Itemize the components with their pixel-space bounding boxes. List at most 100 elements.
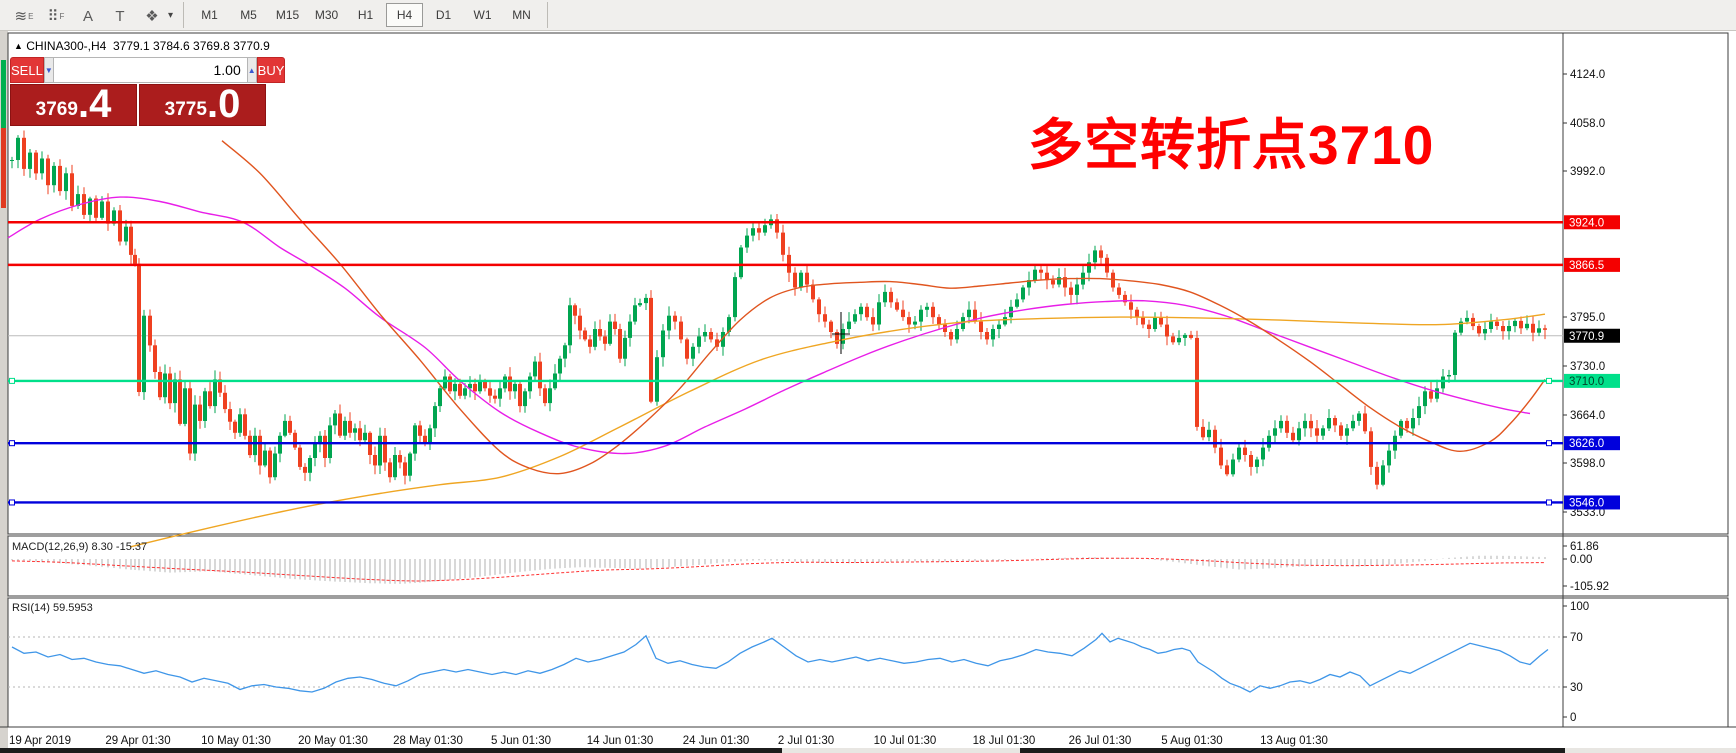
scrollbar-segment-right[interactable] [1020,748,1565,753]
macd-axis-label: -105.92 [1570,581,1609,593]
price-badge-3710.0 [1564,373,1620,388]
date-label: 2 Jul 01:30 [778,735,834,747]
macd-axis-label: 61.86 [1570,541,1599,553]
time-axis[interactable]: 19 Apr 2019 29 Apr 01:30 10 May 01:30 20 Ma… [0,726,1736,747]
trade-panel: SELL ▼ ▲ BUY 3769.4 3775.0 [10,57,286,126]
price-tick-label: 3730.0 [1570,361,1605,373]
price-badge-label: 3546.0 [1569,497,1604,509]
volume-decrease-button[interactable]: ▼ [43,57,54,83]
buy-price-main: 3775 [164,99,207,120]
price-badge-label: 3866.5 [1569,260,1604,272]
date-label: 13 Aug 01:30 [1260,735,1328,747]
rsi-axis-label: 70 [1570,632,1583,644]
sell-button[interactable]: SELL [10,57,44,83]
date-label: 28 May 01:30 [393,735,463,747]
left-edge-strip [0,30,8,748]
date-label: 10 May 01:30 [201,735,271,747]
macd-panel [7,535,1729,597]
hline-handle[interactable] [9,440,15,447]
timeframe-MN[interactable]: MN [512,8,531,22]
price-tick-label: 3795.0 [1570,312,1605,324]
timeframe-D1[interactable]: D1 [435,8,452,22]
price-badge-label: 3924.0 [1569,217,1604,229]
sell-price-main: 3769 [35,99,78,120]
price-panel [7,32,1729,535]
rsi-axis-label: 30 [1570,682,1583,694]
hline-handle[interactable] [9,377,15,384]
volume-input[interactable] [53,57,247,83]
date-label: 18 Jul 01:30 [973,735,1036,747]
timeframe-buttons: M1 M5 M15 M30 H1 H4 D1 W1 MN [190,3,541,27]
price-tick-label: 4058.0 [1570,118,1605,130]
hline-handle[interactable] [1546,377,1552,384]
tools-dropdown-caret[interactable]: ▾ [168,9,174,21]
date-label: 26 Jul 01:30 [1069,735,1132,747]
toolbar: ≋ E ⠿ F A T ❖ ▾ M1 M5 M15 M30 H1 H4 D1 W1 MN [0,0,1736,31]
rsi-panel [7,597,1729,728]
date-label: 5 Jun 01:30 [491,735,551,747]
ma-magenta [7,196,1531,455]
date-label: 20 May 01:30 [298,735,368,747]
toolbar-separator [547,2,549,28]
timeframe-M15[interactable]: M15 [275,8,300,22]
timeframe-H4[interactable]: H4 [386,3,424,27]
price-axis[interactable]: 4124.0 4058.0 3992.0 3795.0 3730.0 3664.0 3598… [1563,69,1620,724]
hline-handle[interactable] [1546,499,1552,506]
volume-increase-button[interactable]: ▲ [246,57,257,83]
rsi-indicator-label: RSI(14) 59.5953 [12,602,93,614]
rsi-axis-label: 0 [1570,712,1576,724]
price-badge-3770.9 [1564,328,1620,343]
ma-gold [129,313,1546,548]
price-badge-3924.0 [1564,215,1620,230]
price-tick-label: 3992.0 [1570,166,1605,178]
buy-button[interactable]: BUY [256,57,286,83]
date-label: 29 Apr 01:30 [105,735,170,747]
hline-handle[interactable] [1546,440,1552,447]
price-badge-3546.0 [1564,495,1620,510]
left-strip-green-mark [1,60,6,128]
rsi-axis-label: 100 [1570,601,1589,613]
macd-axis-label: 0.00 [1570,554,1592,566]
rsi-line [11,632,1549,693]
timeframe-W1[interactable]: W1 [473,8,492,22]
crosshatch-tool-icon[interactable]: ≋ E [14,8,34,25]
text-tool-icon[interactable]: A [82,8,93,25]
date-label: 5 Aug 01:30 [1161,735,1222,747]
sell-price-display[interactable]: 3769.4 [10,84,137,126]
collapse-icon[interactable]: ▲ [14,41,23,51]
grid-tool-icon[interactable]: ⠿ F [47,8,65,25]
date-label: 14 Jun 01:30 [587,735,654,747]
price-tick-label: 3598.0 [1570,458,1605,470]
buy-price-fraction: .0 [206,82,241,126]
price-badge-3626.0 [1564,436,1620,451]
price-tick-label: 3533.0 [1570,507,1605,519]
text-box-tool-icon[interactable]: T [115,8,125,25]
date-label: 24 Jun 01:30 [683,735,750,747]
scrollbar-track[interactable] [0,748,1736,753]
price-tick-label: 3664.0 [1570,410,1605,422]
ma-fast-red [221,140,1546,475]
price-badge-label: 3710.0 [1569,376,1604,388]
date-label: 10 Jul 01:30 [874,735,937,747]
price-badge-label: 3770.9 [1569,331,1604,343]
timeframe-M1[interactable]: M1 [201,8,218,22]
rsi-layer [8,632,1563,693]
toolbar-drawing-tools: ≋ E ⠿ F A T ❖ [8,3,168,27]
buy-price-display[interactable]: 3775.0 [139,84,266,126]
timeframe-H1[interactable]: H1 [357,8,374,22]
date-label: 19 Apr 2019 [9,735,71,747]
left-strip-red-mark [1,128,6,208]
ohlc-values: 3779.1 3784.6 3769.8 3770.9 [112,39,270,53]
scrollbar-segment-left[interactable] [0,748,782,753]
price-tick-label: 4124.0 [1570,69,1605,81]
timeframe-M30[interactable]: M30 [314,8,339,22]
candles-layer [10,130,1547,490]
macd-indicator-label: MACD(12,26,9) 8.30 -15.37 [12,541,148,553]
hline-handle[interactable] [9,499,15,506]
sell-price-fraction: .4 [77,82,112,126]
symbol-label: CHINA300-,H4 [26,39,107,53]
arrange-tool-icon[interactable]: ❖ [145,8,159,25]
timeframe-M5[interactable]: M5 [240,8,257,22]
chart-ohlc-header: ▲ CHINA300-,H4 3779.1 3784.6 3769.8 3770… [14,39,270,53]
